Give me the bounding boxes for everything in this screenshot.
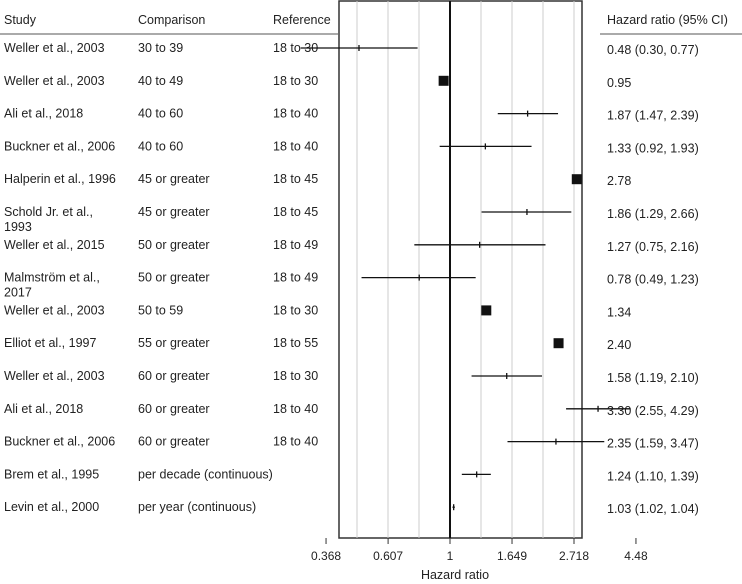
- estimate-label: 1.34: [607, 305, 631, 319]
- reference-label: 18 to 30: [273, 303, 318, 317]
- estimate-label: 0.78 (0.49, 1.23): [607, 273, 699, 287]
- study-row: Schold Jr. et al., 1993 45 or greater 18 to…: [4, 205, 699, 234]
- header-comparison: Comparison: [138, 13, 205, 27]
- header-reference: Reference: [273, 13, 331, 27]
- x-axis-ticks: 0.368 0.607 1 1.649 2.718 4.48: [311, 538, 648, 563]
- study-row: Weller et al., 2003 60 or greater 18 to 30…: [4, 369, 699, 385]
- reference-label: 18 to 45: [273, 172, 318, 186]
- estimate-label: 1.86 (1.29, 2.66): [607, 207, 699, 221]
- reference-label: 18 to 49: [273, 238, 318, 252]
- estimate-label: 1.87 (1.47, 2.39): [607, 109, 699, 123]
- reference-label: 18 to 45: [273, 205, 318, 219]
- estimate-label: 2.40: [607, 338, 631, 352]
- study-label: Brem et al., 1995: [4, 467, 99, 481]
- estimate-label: 1.24 (1.10, 1.39): [607, 469, 699, 483]
- comparison-label: 60 or greater: [138, 402, 210, 416]
- estimate-label: 3.30 (2.55, 4.29): [607, 404, 699, 418]
- study-label: Buckner et al., 2006: [4, 139, 115, 153]
- gridlines: [356, 1, 575, 538]
- study-rows: Weller et al., 2003 30 to 39 18 to 30 0.48 …: [4, 41, 699, 516]
- study-label: Halperin et al., 1996: [4, 172, 116, 186]
- comparison-label: 50 or greater: [138, 271, 210, 285]
- estimate-label: 1.27 (0.75, 2.16): [607, 240, 699, 254]
- study-row: Weller et al., 2003 50 to 59 18 to 30 1.34: [4, 303, 631, 319]
- point-estimate-square: [481, 305, 492, 316]
- study-row: Buckner et al., 2006 40 to 60 18 to 40 1.33…: [4, 139, 699, 155]
- x-tick-label: 1: [447, 549, 454, 563]
- estimate-label: 2.78: [607, 174, 631, 188]
- x-tick-label: 4.48: [624, 549, 648, 563]
- study-row: Weller et al., 2003 30 to 39 18 to 30 0.48 …: [4, 41, 699, 57]
- x-tick-label: 2.718: [559, 549, 589, 563]
- estimate-label: 1.03 (1.02, 1.04): [607, 502, 699, 516]
- study-label: Weller et al., 2003: [4, 41, 105, 55]
- study-label: Levin et al., 2000: [4, 500, 99, 514]
- estimate-label: 0.95: [607, 76, 631, 90]
- reference-label: 18 to 49: [273, 271, 318, 285]
- comparison-label: 60 or greater: [138, 369, 210, 383]
- reference-label: 18 to 40: [273, 107, 318, 121]
- x-tick-label: 0.368: [311, 549, 341, 563]
- study-row: Levin et al., 2000 per year (continuous) 1…: [4, 500, 699, 516]
- reference-label: 18 to 40: [273, 402, 318, 416]
- reference-label: 18 to 30: [273, 369, 318, 383]
- comparison-label: 40 to 49: [138, 74, 183, 88]
- comparison-label: 50 or greater: [138, 238, 210, 252]
- study-label: Weller et al., 2003: [4, 369, 105, 383]
- comparison-label: 55 or greater: [138, 336, 210, 350]
- study-label: Buckner et al., 2006: [4, 435, 115, 449]
- x-axis-label: Hazard ratio: [421, 568, 489, 582]
- study-row: Buckner et al., 2006 60 or greater 18 to 4…: [4, 435, 699, 451]
- comparison-label: 50 to 59: [138, 303, 183, 317]
- study-label: Weller et al., 2003: [4, 303, 105, 317]
- estimate-label: 0.48 (0.30, 0.77): [607, 43, 699, 57]
- reference-label: 18 to 40: [273, 139, 318, 153]
- study-label: Ali et al., 2018: [4, 107, 83, 121]
- header-estimate: Hazard ratio (95% CI): [607, 13, 728, 27]
- estimate-label: 1.33 (0.92, 1.93): [607, 141, 699, 155]
- plot-frame: [338, 0, 583, 539]
- study-row: Ali et al., 2018 60 or greater 18 to 40 3.3…: [4, 402, 699, 418]
- estimate-label: 1.58 (1.19, 2.10): [607, 371, 699, 385]
- point-estimate-square: [571, 174, 582, 185]
- study-row: Weller et al., 2003 40 to 49 18 to 30 0.95: [4, 74, 631, 90]
- reference-label: 18 to 30: [273, 74, 318, 88]
- study-label: Elliot et al., 1997: [4, 336, 96, 350]
- comparison-label: per decade (continuous): [138, 467, 273, 481]
- reference-label: 18 to 40: [273, 435, 318, 449]
- comparison-label: 60 or greater: [138, 435, 210, 449]
- study-label: Weller et al., 2003: [4, 74, 105, 88]
- study-row: Weller et al., 2015 50 or greater 18 to 49…: [4, 238, 699, 254]
- comparison-label: 40 to 60: [138, 107, 183, 121]
- comparison-label: 45 or greater: [138, 172, 210, 186]
- study-row: Ali et al., 2018 40 to 60 18 to 40 1.87 (1.…: [4, 107, 699, 123]
- study-label: Malmström et al., 2017: [4, 271, 100, 300]
- study-row: Elliot et al., 1997 55 or greater 18 to 55…: [4, 336, 631, 352]
- study-row: Malmström et al., 2017 50 or greater 18 to …: [4, 271, 699, 300]
- comparison-label: 40 to 60: [138, 139, 183, 153]
- study-row: Halperin et al., 1996 45 or greater 18 to …: [4, 172, 631, 188]
- study-label: Schold Jr. et al., 1993: [4, 205, 93, 234]
- x-tick-label: 0.607: [373, 549, 403, 563]
- comparison-label: per year (continuous): [138, 500, 256, 514]
- point-estimate-square: [438, 75, 449, 86]
- study-row: Brem et al., 1995 per decade (continuous)…: [4, 467, 699, 483]
- estimate-label: 2.35 (1.59, 3.47): [607, 437, 699, 451]
- comparison-label: 45 or greater: [138, 205, 210, 219]
- header-study: Study: [4, 13, 37, 27]
- reference-label: 18 to 30: [273, 41, 318, 55]
- comparison-label: 30 to 39: [138, 41, 183, 55]
- study-label: Weller et al., 2015: [4, 238, 105, 252]
- x-tick-label: 1.649: [497, 549, 527, 563]
- reference-label: 18 to 55: [273, 336, 318, 350]
- point-estimate-square: [553, 338, 564, 349]
- study-label: Ali et al., 2018: [4, 402, 83, 416]
